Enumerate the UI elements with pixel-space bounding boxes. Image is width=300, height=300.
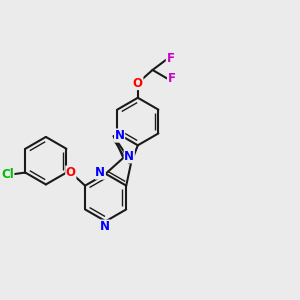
Text: N: N: [100, 220, 110, 233]
Text: N: N: [124, 150, 134, 163]
Text: F: F: [167, 52, 174, 65]
Text: O: O: [66, 166, 76, 179]
Text: O: O: [133, 76, 143, 89]
Text: N: N: [95, 166, 105, 179]
Text: F: F: [168, 72, 176, 85]
Text: Cl: Cl: [1, 168, 14, 182]
Text: N: N: [115, 129, 124, 142]
